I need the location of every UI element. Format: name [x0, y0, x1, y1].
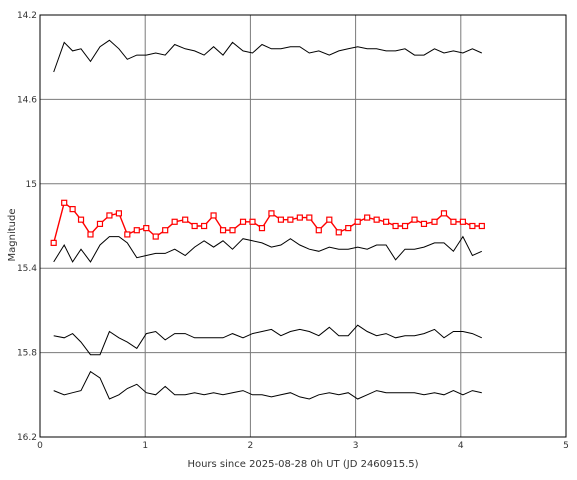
series-2-point [106, 212, 113, 219]
series-2-point [306, 214, 313, 221]
series-2-point [77, 216, 85, 223]
series-2-point [191, 222, 198, 230]
series-line-2 [53, 201, 482, 244]
series-2-point [478, 222, 485, 230]
series-2-point [69, 206, 76, 213]
series-2-point [431, 218, 438, 225]
series-2-point [459, 218, 467, 225]
x-tick-label: 2 [248, 441, 254, 451]
x-tick-label: 1 [142, 441, 148, 451]
plot-frame [39, 14, 567, 438]
series-2-point [411, 216, 418, 223]
y-tick-label: 16.2 [17, 433, 37, 443]
series-2-point [229, 227, 236, 234]
series-2-point [239, 218, 247, 225]
series-2-point [115, 210, 123, 217]
y-axis-label: Magnitude [7, 209, 18, 262]
series-layer [50, 39, 485, 400]
series-2-point [50, 239, 57, 246]
series-2-point [287, 216, 294, 223]
series-2-point [450, 218, 457, 225]
series-2-point [152, 233, 159, 240]
series-2-point [354, 218, 361, 225]
series-2-point [268, 210, 275, 217]
series-2-point [133, 227, 140, 234]
x-tick-label: 0 [37, 441, 43, 451]
grid [39, 14, 567, 438]
series-2-point [326, 216, 333, 223]
series-2-point [171, 218, 178, 225]
y-tick-label: 14.2 [17, 11, 37, 21]
series-2-point [335, 229, 342, 236]
series-2-point [469, 222, 476, 230]
y-tick-label: 15.8 [17, 349, 37, 359]
series-2-point [124, 231, 131, 238]
series-2-point [401, 222, 409, 230]
series-2-point [277, 216, 285, 223]
x-tick-labels: 0 1 2 3 4 5 [37, 441, 569, 451]
y-tick-label: 15 [26, 180, 37, 190]
x-tick-label: 4 [458, 441, 464, 451]
y-tick-label: 14.6 [17, 95, 37, 105]
series-2-point [296, 214, 303, 221]
series-line-3 [53, 235, 483, 263]
series-line-5 [53, 370, 482, 400]
series-2-point [210, 212, 217, 219]
series-2-point [364, 214, 371, 221]
series-2-point [249, 218, 256, 225]
series-2-point [315, 227, 322, 234]
series-2-point [87, 231, 94, 238]
y-tick-label: 15.4 [17, 264, 37, 274]
series-2-point [162, 227, 169, 234]
series-2-point [383, 218, 390, 225]
series-2-point [373, 216, 380, 223]
x-tick-label: 5 [563, 441, 569, 451]
series-2-point [345, 225, 352, 232]
series-2-point [440, 210, 448, 217]
series-2-point [420, 220, 428, 227]
series-2-point [392, 222, 399, 230]
x-axis-label: Hours since 2025-08-28 0h UT (JD 2460915… [187, 459, 418, 470]
series-2-point [182, 216, 189, 223]
series-line-4 [53, 324, 483, 356]
series-2-point [201, 222, 208, 230]
series-line-1 [53, 39, 483, 73]
series-2-point [96, 220, 104, 227]
x-tick-label: 3 [353, 441, 359, 451]
y-tick-labels: 14.2 14.6 15 15.4 15.8 16.2 [17, 11, 37, 443]
series-2-point [143, 225, 150, 232]
series-2-point [219, 227, 227, 234]
series-2-point [258, 225, 266, 232]
series-2-point [61, 199, 68, 206]
